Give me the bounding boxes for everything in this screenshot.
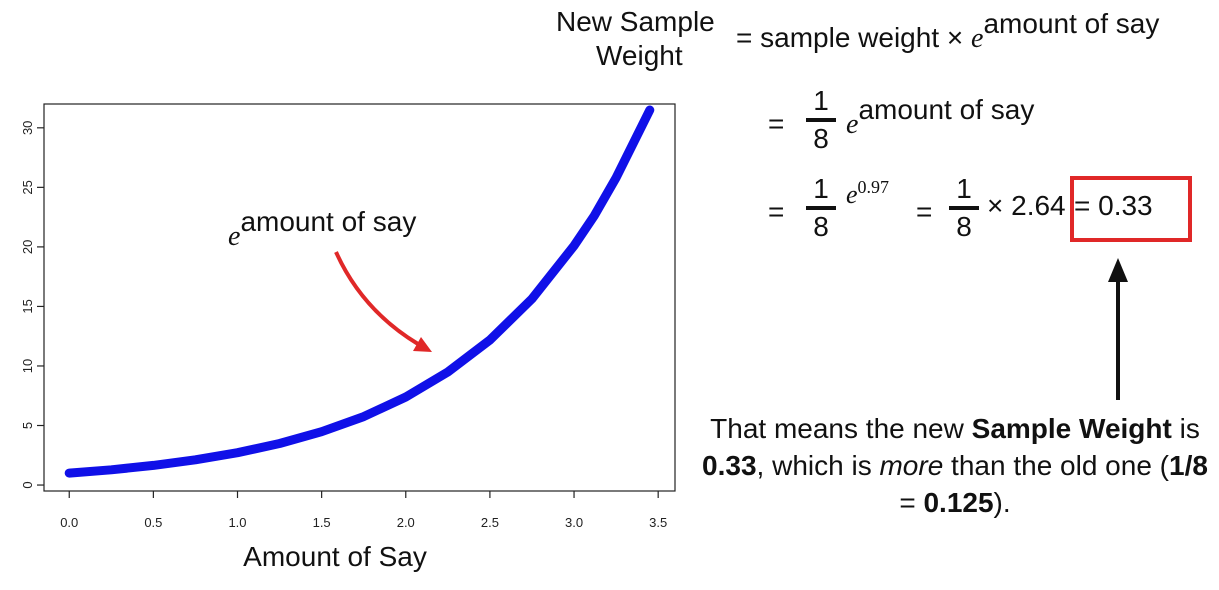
annotation-arrow-shaft — [334, 251, 420, 346]
fraction-one-eighth-a: 1 8 — [806, 86, 836, 154]
eq3-equals: = — [768, 196, 785, 227]
eq3-equals-2: = — [916, 196, 933, 227]
frac-den: 8 — [813, 211, 829, 242]
conclusion-bold-old-value: 0.125 — [923, 487, 994, 518]
y-tick-label: 15 — [20, 299, 35, 313]
up-arrow-head — [1108, 258, 1128, 282]
times-264: × 2.64 — [987, 190, 1066, 221]
conclusion-part: = — [899, 487, 924, 518]
eq1-exponent: amount of say — [983, 8, 1160, 39]
frac-den: 8 — [956, 211, 972, 242]
eq2-exponent: amount of say — [858, 94, 1035, 125]
exponential-chart: 0.0 0.5 1.0 1.5 2.0 2.5 3.0 3.5 0 5 10 15 20 25 30 Am… — [20, 103, 676, 572]
conclusion-bold-sample-weight: Sample Weight — [971, 413, 1172, 444]
annotation-arrow-head — [413, 337, 432, 352]
y-tick-label: 20 — [20, 240, 35, 254]
frac-den: 8 — [813, 123, 829, 154]
up-arrow — [1108, 258, 1128, 400]
frac-bar — [806, 206, 836, 210]
x-axis: 0.0 0.5 1.0 1.5 2.0 2.5 3.0 3.5 — [60, 491, 667, 530]
formula-line1-rhs: = sample weight × eamount of say — [736, 8, 1160, 54]
y-axis: 0 5 10 15 20 25 30 — [20, 121, 44, 489]
curve-annotation: eamount of say — [228, 206, 417, 252]
fraction-one-eighth-b: 1 8 — [806, 174, 836, 242]
conclusion-part: That means the new — [710, 413, 972, 444]
y-tick-label: 0 — [20, 481, 35, 488]
frac-bar — [806, 118, 836, 122]
frac-num: 1 — [956, 173, 972, 204]
eq3-power: e0.97 — [846, 177, 890, 210]
x-tick-label: 3.5 — [649, 515, 667, 530]
eq2-e: e — [846, 109, 859, 140]
x-axis-label: Amount of Say — [243, 541, 427, 572]
frac-num: 1 — [813, 85, 829, 116]
conclusion-part: ). — [993, 487, 1011, 518]
conclusion-part: is — [1171, 413, 1200, 444]
eq3-e: e — [846, 180, 858, 209]
result-highlight-box — [1070, 176, 1192, 242]
plot-frame — [43, 103, 676, 492]
annotation-base: e — [228, 221, 241, 252]
conclusion-bold-value: 0.33 — [702, 450, 757, 481]
conclusion-text: That means the new Sample Weight is 0.33… — [700, 410, 1210, 521]
x-tick-label: 2.5 — [481, 515, 499, 530]
series-line — [64, 105, 655, 478]
x-tick-label: 3.0 — [565, 515, 583, 530]
conclusion-part: than the old one ( — [943, 450, 1170, 481]
x-tick-label: 2.0 — [397, 515, 415, 530]
x-tick-label: 0.5 — [144, 515, 162, 530]
x-tick-label: 0.0 — [60, 515, 78, 530]
x-tick-label: 1.0 — [228, 515, 246, 530]
eq3-exponent: 0.97 — [857, 177, 890, 197]
lhs-line1: New Sample — [556, 6, 715, 37]
y-tick-label: 5 — [20, 422, 35, 429]
lhs-line2: Weight — [596, 40, 683, 71]
conclusion-part: , which is — [756, 450, 880, 481]
conclusion-bold-fraction: 1/8 — [1169, 450, 1208, 481]
x-tick-label: 1.5 — [313, 515, 331, 530]
y-tick-label: 30 — [20, 121, 35, 135]
conclusion-italic-more: more — [879, 450, 944, 481]
y-tick-label: 10 — [20, 359, 35, 373]
eq2-power: eamount of say — [846, 94, 1035, 140]
result-value: = 0.33 — [1074, 190, 1153, 221]
eq1-e: e — [971, 23, 984, 54]
frac-num: 1 — [813, 173, 829, 204]
eq2-equals: = — [768, 108, 785, 139]
y-tick-label: 25 — [20, 180, 35, 194]
frac-bar — [949, 206, 979, 210]
fraction-one-eighth-c: 1 8 — [949, 174, 979, 242]
eq1-text: = sample weight × — [736, 22, 972, 53]
annotation-exponent: amount of say — [240, 206, 417, 237]
